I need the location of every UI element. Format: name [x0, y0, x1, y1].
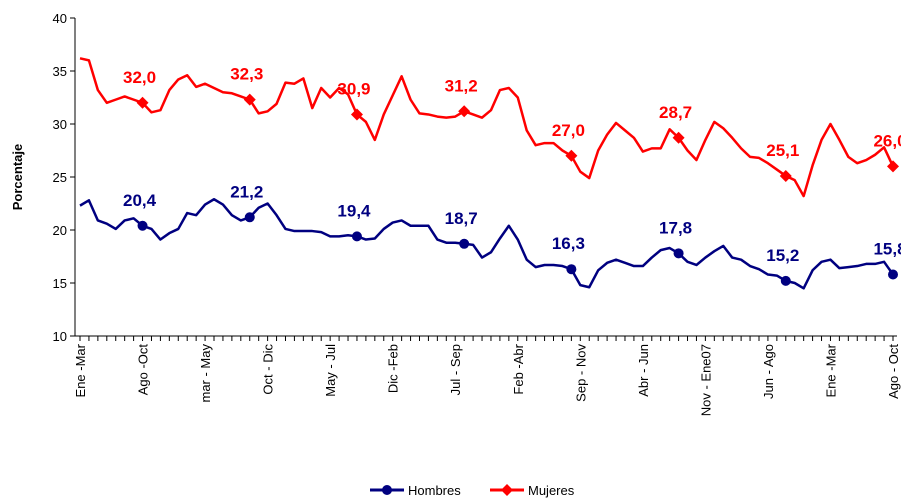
value-label: 27,0	[552, 121, 585, 140]
x-tick-label: Jul - Sep	[448, 344, 463, 395]
value-label: 15,8	[873, 240, 901, 259]
y-tick-label: 35	[53, 64, 67, 79]
y-tick-label: 30	[53, 117, 67, 132]
x-tick-label: Abr - Jun	[636, 344, 651, 397]
data-point	[672, 131, 685, 144]
value-label: 17,8	[659, 218, 692, 237]
x-tick-label: Nov - Ene07	[698, 344, 713, 416]
data-point	[243, 93, 256, 106]
value-label: 16,3	[552, 234, 585, 253]
data-point	[780, 275, 791, 286]
data-point	[136, 96, 149, 109]
data-point	[566, 264, 577, 275]
data-point	[351, 231, 362, 242]
x-tick-label: Sep - Nov	[573, 344, 588, 402]
x-tick-label: Ene -Mar	[823, 343, 838, 397]
series-line	[79, 198, 895, 290]
value-label: 28,7	[659, 103, 692, 122]
data-point	[887, 160, 899, 173]
series-line	[79, 57, 895, 198]
x-tick-label: May - Jul	[323, 344, 338, 397]
data-point	[244, 212, 255, 223]
legend-label: Hombres	[408, 483, 461, 498]
y-tick-label: 15	[53, 276, 67, 291]
value-label: 31,2	[445, 76, 478, 95]
x-tick-label: Oct - Dic	[261, 344, 276, 395]
value-label: 20,4	[123, 191, 157, 210]
legend-label: Mujeres	[528, 483, 575, 498]
x-tick-label: Dic -Feb	[386, 344, 401, 393]
legend-marker	[382, 485, 392, 495]
data-point	[458, 105, 471, 118]
x-tick-label: Ago - Oct	[886, 344, 901, 399]
value-label: 15,2	[766, 246, 799, 265]
value-label: 25,1	[766, 141, 799, 160]
value-label: 19,4	[337, 201, 371, 220]
legend-marker	[501, 484, 513, 496]
data-point	[137, 220, 148, 231]
x-tick-label: Ago -Oct	[136, 344, 151, 396]
x-tick-label: Feb -Abr	[511, 343, 526, 394]
x-tick-label: mar - May	[198, 344, 213, 403]
value-label: 26,0	[873, 131, 901, 150]
data-point	[673, 248, 684, 259]
y-tick-label: 25	[53, 170, 67, 185]
value-label: 21,2	[230, 182, 263, 201]
y-tick-label: 10	[53, 329, 67, 344]
value-label: 32,3	[230, 65, 263, 84]
y-tick-label: 20	[53, 223, 67, 238]
data-point	[779, 169, 792, 182]
y-tick-label: 40	[53, 11, 67, 26]
data-point	[565, 149, 578, 162]
value-label: 30,9	[337, 79, 370, 98]
value-label: 32,0	[123, 68, 156, 87]
data-point	[888, 269, 898, 280]
x-tick-label: Jun - Ago	[761, 344, 776, 399]
value-label: 18,7	[445, 209, 478, 228]
data-point	[459, 238, 470, 249]
y-axis-title: Porcentaje	[10, 144, 25, 210]
x-tick-label: Ene -Mar	[73, 343, 88, 397]
data-point	[350, 108, 363, 121]
